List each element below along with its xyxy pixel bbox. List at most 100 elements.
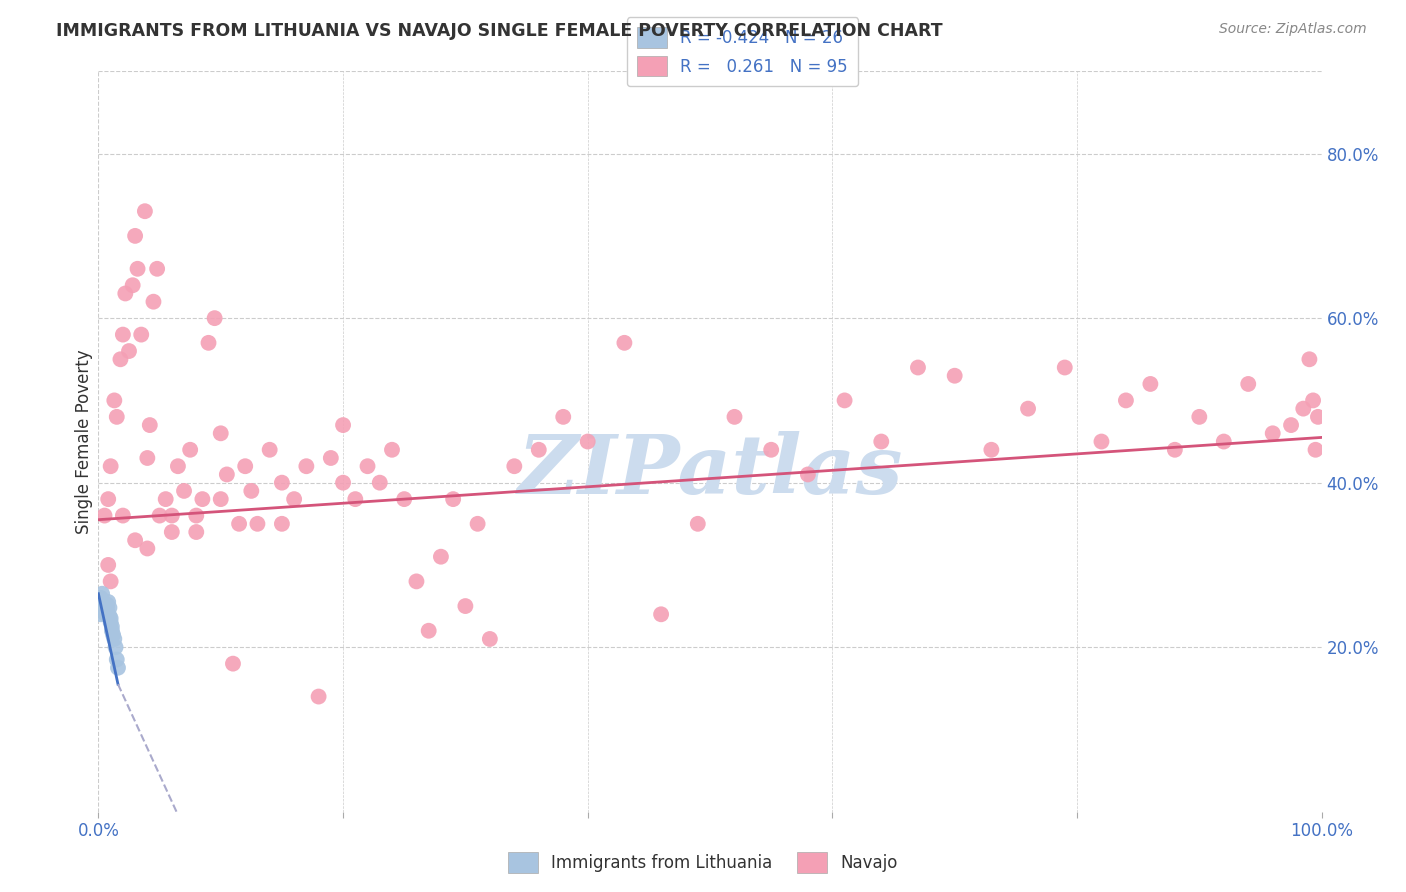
Point bbox=[1090, 434, 1112, 449]
Point bbox=[576, 434, 599, 449]
Point bbox=[295, 459, 318, 474]
Point bbox=[96, 598, 118, 612]
Text: Source: ZipAtlas.com: Source: ZipAtlas.com bbox=[1219, 22, 1367, 37]
Point bbox=[155, 492, 177, 507]
Point bbox=[308, 690, 330, 704]
Point bbox=[160, 508, 183, 523]
Point bbox=[356, 459, 378, 474]
Y-axis label: Single Female Poverty: Single Female Poverty bbox=[75, 350, 93, 533]
Point bbox=[259, 442, 281, 457]
Point bbox=[1261, 426, 1284, 441]
Point bbox=[441, 492, 464, 507]
Point bbox=[91, 595, 114, 609]
Point bbox=[136, 541, 159, 556]
Point bbox=[149, 508, 172, 523]
Point bbox=[392, 492, 416, 507]
Point bbox=[761, 442, 783, 457]
Point bbox=[134, 204, 156, 219]
Point bbox=[93, 599, 115, 613]
Point bbox=[1017, 401, 1039, 416]
Point bbox=[111, 508, 134, 523]
Point bbox=[1053, 360, 1076, 375]
Point bbox=[418, 624, 440, 638]
Point bbox=[907, 360, 929, 375]
Point bbox=[124, 228, 146, 243]
Point bbox=[167, 459, 190, 474]
Point bbox=[209, 426, 232, 441]
Point bbox=[1164, 442, 1187, 457]
Point bbox=[1115, 393, 1137, 408]
Point bbox=[127, 261, 149, 276]
Point bbox=[110, 352, 132, 367]
Point bbox=[105, 652, 128, 666]
Point bbox=[503, 459, 526, 474]
Point bbox=[146, 261, 169, 276]
Point bbox=[98, 609, 121, 624]
Point bbox=[105, 409, 128, 424]
Point bbox=[173, 483, 195, 498]
Point bbox=[430, 549, 453, 564]
Point bbox=[943, 368, 966, 383]
Point bbox=[98, 600, 121, 615]
Point bbox=[101, 619, 124, 633]
Point bbox=[1302, 393, 1324, 408]
Legend: Immigrants from Lithuania, Navajo: Immigrants from Lithuania, Navajo bbox=[501, 846, 905, 880]
Point bbox=[97, 595, 120, 609]
Point bbox=[118, 344, 141, 359]
Point bbox=[613, 335, 636, 350]
Point bbox=[90, 607, 112, 622]
Point bbox=[114, 286, 136, 301]
Point bbox=[1279, 418, 1302, 433]
Point bbox=[93, 508, 115, 523]
Text: IMMIGRANTS FROM LITHUANIA VS NAVAJO SINGLE FEMALE POVERTY CORRELATION CHART: IMMIGRANTS FROM LITHUANIA VS NAVAJO SING… bbox=[56, 22, 943, 40]
Point bbox=[344, 492, 367, 507]
Point bbox=[186, 524, 208, 539]
Point bbox=[90, 591, 112, 605]
Point bbox=[686, 516, 709, 531]
Point bbox=[246, 516, 269, 531]
Point bbox=[204, 311, 226, 326]
Point bbox=[96, 600, 118, 615]
Point bbox=[1188, 409, 1211, 424]
Point bbox=[797, 467, 820, 482]
Point bbox=[94, 599, 117, 613]
Point bbox=[980, 442, 1002, 457]
Point bbox=[834, 393, 856, 408]
Point bbox=[101, 624, 124, 638]
Point bbox=[870, 434, 893, 449]
Point bbox=[553, 409, 575, 424]
Point bbox=[100, 574, 122, 589]
Point bbox=[332, 418, 354, 433]
Point bbox=[1237, 376, 1260, 391]
Point bbox=[215, 467, 238, 482]
Point bbox=[129, 327, 152, 342]
Point bbox=[100, 611, 122, 625]
Point bbox=[100, 615, 122, 630]
Point bbox=[111, 327, 134, 342]
Point bbox=[233, 459, 256, 474]
Point bbox=[160, 524, 183, 539]
Point bbox=[124, 533, 146, 548]
Point bbox=[94, 607, 117, 622]
Point bbox=[478, 632, 501, 646]
Point bbox=[89, 595, 111, 609]
Point bbox=[209, 492, 232, 507]
Point bbox=[228, 516, 250, 531]
Point bbox=[142, 294, 165, 309]
Point bbox=[97, 492, 120, 507]
Point bbox=[121, 278, 143, 293]
Point bbox=[1305, 442, 1327, 457]
Point bbox=[91, 603, 114, 617]
Point bbox=[240, 483, 263, 498]
Point bbox=[332, 475, 354, 490]
Point bbox=[100, 459, 122, 474]
Point bbox=[101, 628, 124, 642]
Point bbox=[723, 409, 745, 424]
Point bbox=[179, 442, 201, 457]
Point bbox=[1306, 409, 1329, 424]
Point bbox=[97, 607, 120, 622]
Point bbox=[93, 603, 115, 617]
Point bbox=[103, 393, 125, 408]
Point bbox=[1298, 352, 1320, 367]
Point bbox=[91, 587, 114, 601]
